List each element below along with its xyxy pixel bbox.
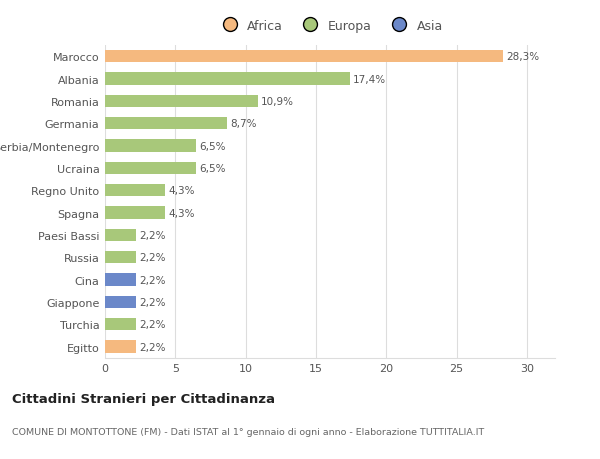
Bar xyxy=(105,274,136,286)
Text: 2,2%: 2,2% xyxy=(139,230,165,241)
Text: COMUNE DI MONTOTTONE (FM) - Dati ISTAT al 1° gennaio di ogni anno - Elaborazione: COMUNE DI MONTOTTONE (FM) - Dati ISTAT a… xyxy=(12,427,484,436)
Bar xyxy=(105,230,136,241)
Text: 8,7%: 8,7% xyxy=(230,119,257,129)
Bar xyxy=(105,185,166,197)
Bar xyxy=(105,162,196,175)
Text: 6,5%: 6,5% xyxy=(199,141,226,151)
Text: 6,5%: 6,5% xyxy=(199,163,226,174)
Text: 4,3%: 4,3% xyxy=(168,186,195,196)
Bar xyxy=(105,118,227,130)
Text: 28,3%: 28,3% xyxy=(506,52,539,62)
Text: 2,2%: 2,2% xyxy=(139,253,165,263)
Bar xyxy=(105,319,136,330)
Text: 2,2%: 2,2% xyxy=(139,342,165,352)
Bar xyxy=(105,341,136,353)
Bar xyxy=(105,252,136,264)
Text: 4,3%: 4,3% xyxy=(168,208,195,218)
Bar xyxy=(105,73,350,85)
Bar xyxy=(105,51,503,63)
Text: 2,2%: 2,2% xyxy=(139,319,165,330)
Bar xyxy=(105,207,166,219)
Text: 2,2%: 2,2% xyxy=(139,275,165,285)
Text: Cittadini Stranieri per Cittadinanza: Cittadini Stranieri per Cittadinanza xyxy=(12,392,275,405)
Bar xyxy=(105,140,196,152)
Text: 2,2%: 2,2% xyxy=(139,297,165,307)
Bar xyxy=(105,296,136,308)
Text: 10,9%: 10,9% xyxy=(261,97,294,106)
Text: 17,4%: 17,4% xyxy=(353,74,386,84)
Legend: Africa, Europa, Asia: Africa, Europa, Asia xyxy=(212,15,448,38)
Bar xyxy=(105,95,258,108)
